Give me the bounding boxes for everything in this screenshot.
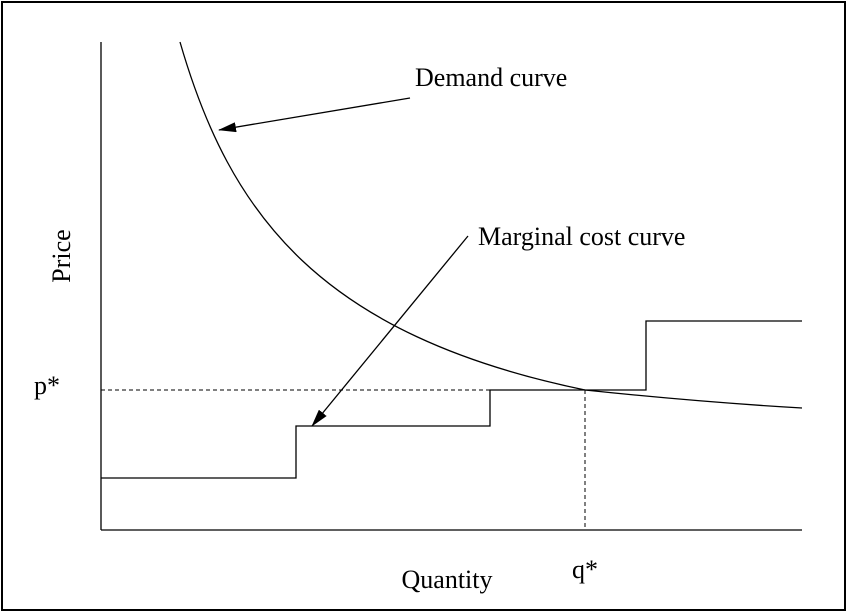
demand-label: Demand curve	[415, 63, 567, 92]
p-star-label: p*	[34, 371, 60, 400]
q-star-label: q*	[572, 555, 598, 584]
y-axis-label: Price	[47, 229, 76, 282]
demand-curve	[179, 41, 803, 409]
marginal-cost-curve	[101, 320, 802, 479]
x-axis-label: Quantity	[402, 565, 493, 594]
mc-label: Marginal cost curve	[478, 222, 685, 251]
demand-arrow	[218, 97, 411, 133]
mc-arrow	[311, 235, 469, 427]
